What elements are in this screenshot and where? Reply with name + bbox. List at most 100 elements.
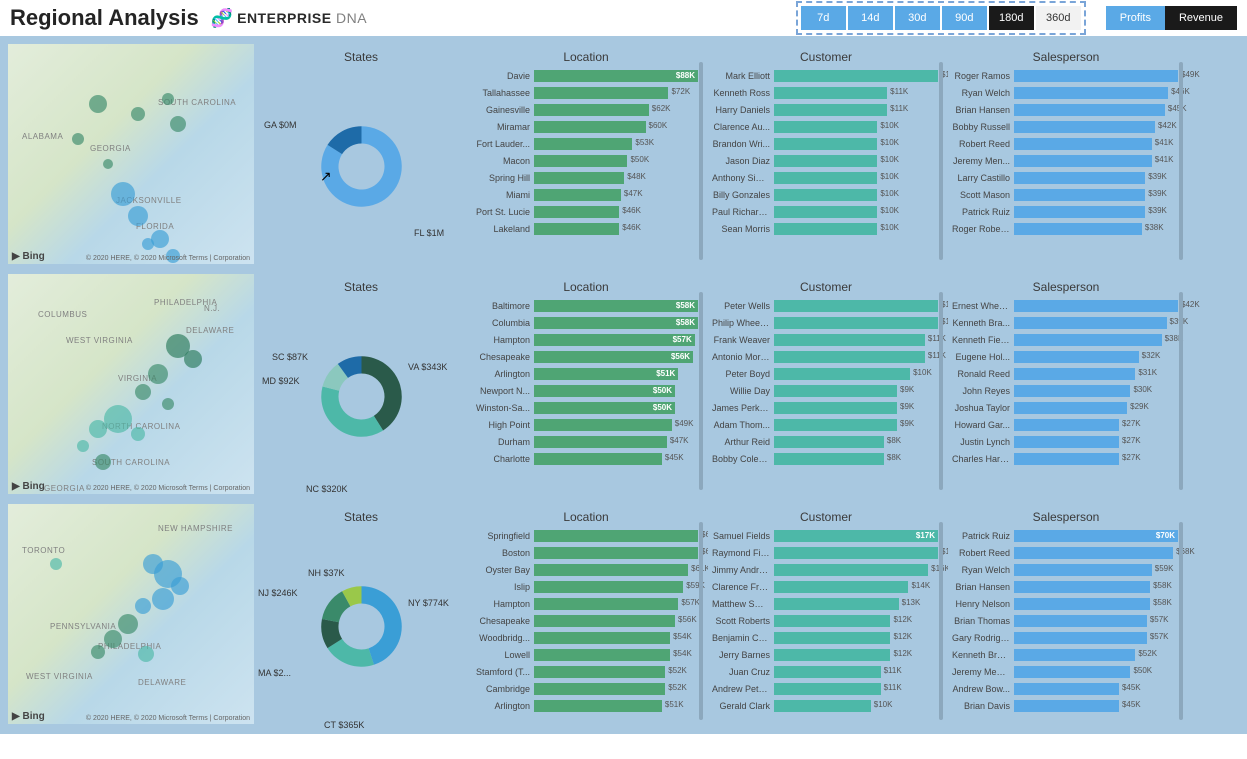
donut-svg[interactable] <box>304 339 419 454</box>
map-bubble[interactable] <box>95 454 111 470</box>
bar-row[interactable]: Ronald Reed$31K <box>952 366 1178 381</box>
bar-row[interactable]: Patrick Ruiz$70K <box>952 528 1178 543</box>
bar-row[interactable]: Miami$47K <box>472 187 698 202</box>
bar-row[interactable]: Andrew Peters$11K <box>712 681 938 696</box>
scrollbar[interactable] <box>699 522 703 720</box>
bar-row[interactable]: Brian Hansen$58K <box>952 579 1178 594</box>
bar-row[interactable]: Miramar$60K <box>472 119 698 134</box>
bar-row[interactable]: James Perkins$9K <box>712 400 938 415</box>
bar-row[interactable]: Philip Wheeler$12K <box>712 315 938 330</box>
bar-row[interactable]: Sean Morris$10K <box>712 221 938 236</box>
bar-row[interactable]: Robert Reed$41K <box>952 136 1178 151</box>
bar-row[interactable]: Brian Hansen$45K <box>952 102 1178 117</box>
bar-row[interactable]: Ryan Welch$46K <box>952 85 1178 100</box>
bar-row[interactable]: Charles Harper$27K <box>952 451 1178 466</box>
map-bubble[interactable] <box>103 159 113 169</box>
bar-row[interactable]: Gainesville$62K <box>472 102 698 117</box>
bar-row[interactable]: Boston$65K <box>472 545 698 560</box>
bar-row[interactable]: Benjamin Car...$12K <box>712 630 938 645</box>
bar-row[interactable]: Brian Thomas$57K <box>952 613 1178 628</box>
bar-row[interactable]: Henry Nelson$58K <box>952 596 1178 611</box>
bar-row[interactable]: Jerry Barnes$12K <box>712 647 938 662</box>
bar-row[interactable]: Raymond Fiel...$17K <box>712 545 938 560</box>
map-bubble[interactable] <box>104 405 132 433</box>
donut-svg[interactable] <box>304 569 419 684</box>
bar-row[interactable]: Bobby Colem...$8K <box>712 451 938 466</box>
scrollbar[interactable] <box>1179 62 1183 260</box>
bar-row[interactable]: Willie Day$9K <box>712 383 938 398</box>
scrollbar[interactable] <box>699 62 703 260</box>
bar-row[interactable]: Newport N...$50K <box>472 383 698 398</box>
bar-row[interactable]: Peter Boyd$10K <box>712 366 938 381</box>
bar-row[interactable]: High Point$49K <box>472 417 698 432</box>
map-bubble[interactable] <box>135 598 151 614</box>
bar-row[interactable]: Lakeland$46K <box>472 221 698 236</box>
bar-row[interactable]: Arlington$51K <box>472 698 698 713</box>
bar-row[interactable]: Tallahassee$72K <box>472 85 698 100</box>
bar-row[interactable]: Davie$88K <box>472 68 698 83</box>
bar-row[interactable]: Arthur Reid$8K <box>712 434 938 449</box>
map-bubble[interactable] <box>111 182 135 206</box>
bar-row[interactable]: Ernest Wheel...$42K <box>952 298 1178 313</box>
bar-row[interactable]: Roger Ramos$49K <box>952 68 1178 83</box>
bar-row[interactable]: Chesapeake$56K <box>472 613 698 628</box>
time-range-selector[interactable]: 7d14d30d90d180d360d <box>796 1 1086 35</box>
scrollbar[interactable] <box>939 522 943 720</box>
map-bubble[interactable] <box>162 398 174 410</box>
bar-row[interactable]: Arlington$51K <box>472 366 698 381</box>
bar-row[interactable]: Oyster Bay$61K <box>472 562 698 577</box>
bar-row[interactable]: Scott Mason$39K <box>952 187 1178 202</box>
bar-row[interactable]: Jeremy Men...$41K <box>952 153 1178 168</box>
map-bubble[interactable] <box>184 350 202 368</box>
map-bubble[interactable] <box>171 577 189 595</box>
map-bubble[interactable] <box>135 384 151 400</box>
time-button-30d[interactable]: 30d <box>895 6 940 30</box>
bar-row[interactable]: Gary Rodriguez$57K <box>952 630 1178 645</box>
bar-row[interactable]: Jeremy Mend...$50K <box>952 664 1178 679</box>
bar-row[interactable]: Andrew Bow...$45K <box>952 681 1178 696</box>
map[interactable]: ALABAMAGEORGIASouth CarolinaFLORIDAJacks… <box>8 44 254 264</box>
map-bubble[interactable] <box>77 440 89 452</box>
bar-row[interactable]: Jimmy Andrews$16K <box>712 562 938 577</box>
donut-svg[interactable] <box>304 109 419 224</box>
bar-row[interactable]: Patrick Ruiz$39K <box>952 204 1178 219</box>
scrollbar[interactable] <box>1179 292 1183 490</box>
map-bubble[interactable] <box>72 133 84 145</box>
bar-row[interactable]: Paul Richard...$10K <box>712 204 938 219</box>
revenue-button[interactable]: Revenue <box>1165 6 1237 30</box>
scrollbar[interactable] <box>939 62 943 260</box>
bar-row[interactable]: Matthew Smith$13K <box>712 596 938 611</box>
bar-row[interactable]: Eugene Hol...$32K <box>952 349 1178 364</box>
bar-row[interactable]: Frank Weaver$11K <box>712 332 938 347</box>
bar-row[interactable]: Kenneth Bra...$39K <box>952 315 1178 330</box>
bar-row[interactable]: Cambridge$52K <box>472 681 698 696</box>
bar-row[interactable]: Robert Reed$68K <box>952 545 1178 560</box>
bar-row[interactable]: Spring Hill$48K <box>472 170 698 185</box>
scrollbar[interactable] <box>699 292 703 490</box>
map[interactable]: PhiladelphiaColumbusWEST VIRGINIAVIRGINI… <box>8 274 254 494</box>
bar-row[interactable]: Stamford (T...$52K <box>472 664 698 679</box>
bar-row[interactable]: Scott Roberts$12K <box>712 613 938 628</box>
scrollbar[interactable] <box>939 292 943 490</box>
bar-row[interactable]: Howard Gar...$27K <box>952 417 1178 432</box>
scrollbar[interactable] <box>1179 522 1183 720</box>
map-bubble[interactable] <box>128 206 148 226</box>
bar-row[interactable]: Billy Gonzales$10K <box>712 187 938 202</box>
bar-row[interactable]: Bobby Russell$42K <box>952 119 1178 134</box>
map-bubble[interactable] <box>148 364 168 384</box>
bar-row[interactable]: Peter Wells$12K <box>712 298 938 313</box>
bar-row[interactable]: Chesapeake$56K <box>472 349 698 364</box>
bar-row[interactable]: Hampton$57K <box>472 596 698 611</box>
bar-row[interactable]: Macon$50K <box>472 153 698 168</box>
bar-row[interactable]: Juan Cruz$11K <box>712 664 938 679</box>
bar-row[interactable]: Joshua Taylor$29K <box>952 400 1178 415</box>
bar-row[interactable]: Ryan Welch$59K <box>952 562 1178 577</box>
bar-row[interactable]: Clarence Free...$14K <box>712 579 938 594</box>
map-bubble[interactable] <box>89 95 107 113</box>
map-bubble[interactable] <box>162 93 174 105</box>
map-bubble[interactable] <box>152 588 174 610</box>
bar-row[interactable]: Hampton$57K <box>472 332 698 347</box>
bar-row[interactable]: Gerald Clark$10K <box>712 698 938 713</box>
map-bubble[interactable] <box>131 427 145 441</box>
time-button-360d[interactable]: 360d <box>1036 6 1081 30</box>
